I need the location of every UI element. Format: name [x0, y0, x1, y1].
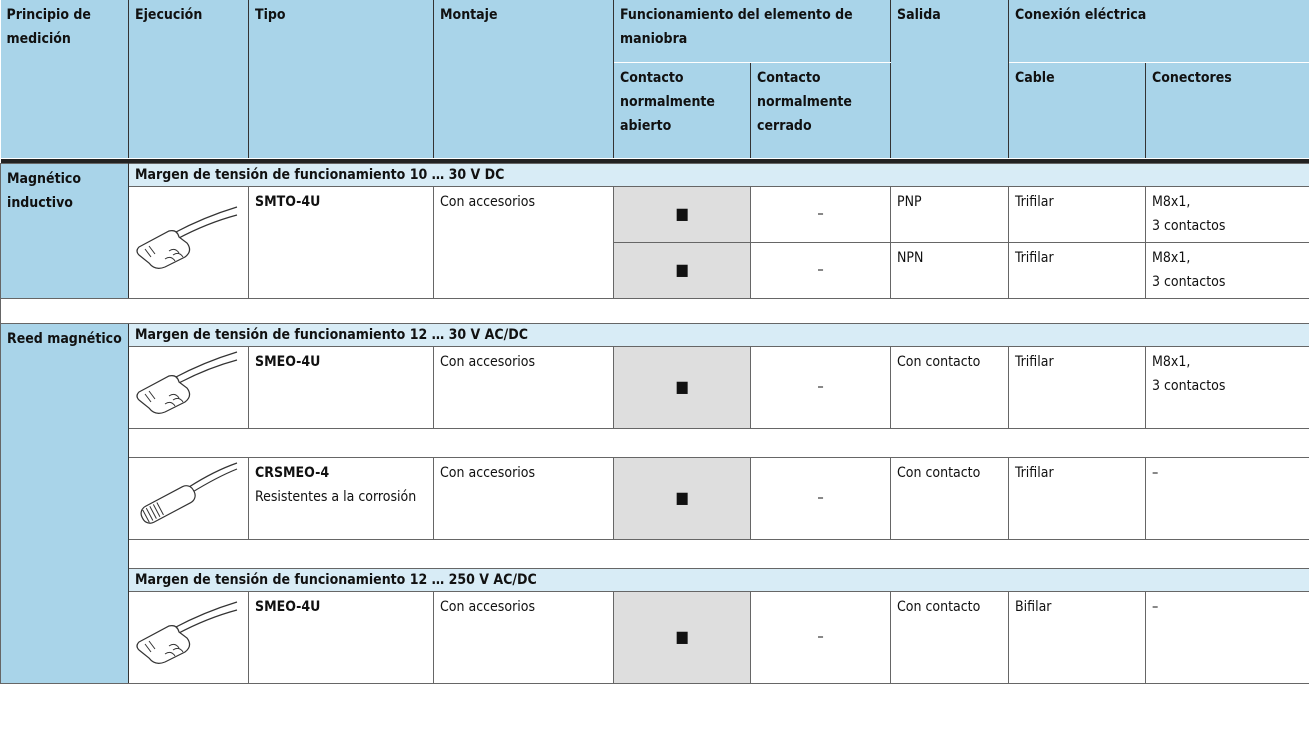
- spacer: [0, 297, 1309, 324]
- header-cell: Salida: [890, 0, 1009, 159]
- header-cell: Conectores: [1145, 62, 1309, 159]
- type-name: SMEO-4U: [255, 353, 321, 370]
- header-cell: Tipo: [248, 0, 434, 159]
- group-row: Magnético inductivo Margen de tensión de …: [0, 162, 1309, 299]
- sensor-icon: [136, 206, 238, 269]
- normally-closed: –: [750, 590, 891, 684]
- connector-cell: M8x1, 3 contactos: [1144, 185, 1309, 243]
- group-row: Margen de tensión de funcionamiento 12 ……: [1, 567, 1309, 592]
- product-row: ■ – NPN Trifilar M8x1, 3 contactos: [1, 241, 1309, 299]
- cable-cell: Trifilar: [1008, 185, 1146, 243]
- table-body: Magnético inductivo Margen de tensión de …: [0, 162, 1309, 684]
- type-name: CRSMEO-4: [255, 464, 330, 481]
- type-cell: SMEO-4U: [248, 590, 434, 684]
- sensor-icon: [136, 601, 238, 664]
- spacer-row: [1, 538, 1309, 569]
- normally-open: ■: [613, 590, 751, 684]
- product-row: SMEO-4U Con accesorios ■ – Con contacto Bifil…: [1, 590, 1309, 684]
- normally-closed: –: [750, 456, 891, 540]
- mounting-cell: Con accesorios: [433, 345, 614, 429]
- product-table: Principio de medición Ejecución Tipo Mon…: [0, 0, 1309, 684]
- header-cell: Funcionamiento del elemento de maniobra: [613, 0, 891, 63]
- header-cell: Montaje: [433, 0, 614, 159]
- execution-cell: [128, 345, 249, 429]
- header-cell: Contacto normalmente cerrado: [750, 62, 891, 159]
- product-row: SMEO-4U Con accesorios ■ – Con contacto Trifi…: [1, 345, 1309, 429]
- type-name: SMTO-4U: [255, 193, 321, 210]
- type-cell: SMTO-4U: [248, 185, 434, 299]
- cable-cell: Bifilar: [1008, 590, 1146, 684]
- product-row: CRSMEO-4 Resistentes a la corrosión Con ac…: [1, 456, 1309, 540]
- voltage-range: Margen de tensión de funcionamiento 12 ……: [127, 322, 1309, 347]
- cable-cell: Trifilar: [1008, 456, 1146, 540]
- spacer-row: [1, 427, 1309, 458]
- output-cell: Con contacto: [890, 590, 1009, 684]
- principle-cell: Magnético inductivo: [0, 162, 129, 299]
- spacer: [127, 427, 1309, 458]
- principle-cell: Reed magnético: [0, 322, 129, 684]
- divider: [0, 158, 1309, 163]
- connector-cell: M8x1, 3 contactos: [1144, 345, 1309, 429]
- sensor-icon: [140, 462, 238, 524]
- spacer: [127, 538, 1309, 569]
- header-cell: Principio de medición: [0, 0, 129, 159]
- group-row: Reed magnético Margen de tensión de funci…: [0, 322, 1309, 684]
- output-cell: Con contacto: [890, 456, 1009, 540]
- type-cell: CRSMEO-4 Resistentes a la corrosión: [248, 456, 434, 540]
- voltage-range: Margen de tensión de funcionamiento 10 ……: [127, 162, 1309, 187]
- table-header: Principio de medición Ejecución Tipo Mon…: [0, 0, 1309, 163]
- normally-open: ■: [613, 185, 751, 243]
- connector-cell: –: [1144, 456, 1309, 540]
- output-cell: PNP: [890, 185, 1009, 243]
- header-cell: Cable: [1008, 62, 1146, 159]
- header-cell: Conexión eléctrica: [1008, 0, 1309, 63]
- normally-open: ■: [613, 345, 751, 429]
- output-cell: NPN: [890, 241, 1009, 299]
- product-row: SMTO-4U Con accesorios ■ – PNP Trifilar M8x1, …: [1, 185, 1309, 299]
- spacer-row: [0, 297, 1309, 324]
- normally-closed: –: [750, 241, 891, 299]
- sensor-icon: [136, 351, 238, 414]
- execution-cell: [128, 590, 249, 684]
- header-cell: Contacto normalmente abierto: [613, 62, 751, 159]
- cable-cell: Trifilar: [1008, 345, 1146, 429]
- type-name: SMEO-4U: [255, 598, 321, 615]
- normally-open: ■: [613, 456, 751, 540]
- mounting-cell: Con accesorios: [433, 456, 614, 540]
- header-cell: Ejecución: [128, 0, 249, 159]
- type-note: Resistentes a la corrosión: [255, 488, 417, 505]
- output-cell: Con contacto: [890, 345, 1009, 429]
- normally-closed: –: [750, 345, 891, 429]
- normally-closed: –: [750, 185, 891, 243]
- mounting-cell: Con accesorios: [433, 590, 614, 684]
- connector-cell: M8x1, 3 contactos: [1144, 241, 1309, 299]
- execution-cell: [128, 185, 249, 299]
- execution-cell: [128, 456, 249, 540]
- cable-cell: Trifilar: [1008, 241, 1146, 299]
- connector-cell: –: [1144, 590, 1309, 684]
- type-cell: SMEO-4U: [248, 345, 434, 429]
- normally-open: ■: [613, 241, 751, 299]
- mounting-cell: Con accesorios: [433, 185, 614, 299]
- voltage-range: Margen de tensión de funcionamiento 12 ……: [127, 567, 1309, 592]
